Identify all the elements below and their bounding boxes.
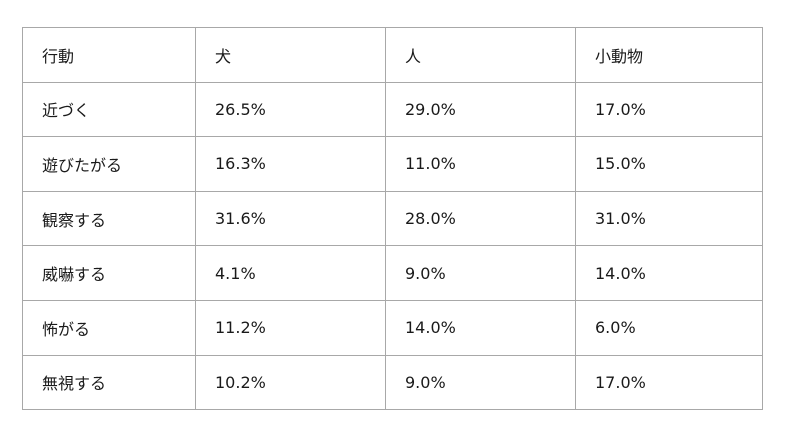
cell-behavior: 威嚇する: [22, 245, 196, 301]
cell-small-animal: 17.0%: [575, 81, 763, 138]
table-row: 無視する 10.2% 9.0% 17.0%: [22, 354, 763, 411]
cell-person: 11.0%: [385, 136, 576, 192]
cell-person: 14.0%: [385, 299, 576, 356]
cell-behavior: 怖がる: [22, 299, 196, 356]
cell-dog: 11.2%: [195, 299, 386, 356]
cell-behavior: 観察する: [22, 190, 196, 247]
cell-behavior: 近づく: [22, 81, 196, 138]
table-row: 遊びたがる 16.3% 11.0% 15.0%: [22, 136, 763, 192]
cell-small-animal: 15.0%: [575, 136, 763, 192]
column-header-small-animal: 小動物: [575, 27, 763, 83]
cell-dog: 26.5%: [195, 81, 386, 138]
column-header-dog: 犬: [195, 27, 386, 83]
table-row: 観察する 31.6% 28.0% 31.0%: [22, 190, 763, 247]
cell-small-animal: 14.0%: [575, 245, 763, 301]
cell-person: 9.0%: [385, 354, 576, 411]
cell-person: 9.0%: [385, 245, 576, 301]
cell-dog: 4.1%: [195, 245, 386, 301]
table-header-row: 行動 犬 人 小動物: [22, 27, 763, 83]
cell-dog: 31.6%: [195, 190, 386, 247]
behavior-table-container: 行動 犬 人 小動物 近づく 26.5% 29.0% 17.0% 遊びたがる 1…: [22, 27, 763, 411]
cell-small-animal: 31.0%: [575, 190, 763, 247]
cell-dog: 10.2%: [195, 354, 386, 411]
cell-behavior: 無視する: [22, 354, 196, 411]
cell-small-animal: 17.0%: [575, 354, 763, 411]
cell-person: 29.0%: [385, 81, 576, 138]
column-header-person: 人: [385, 27, 576, 83]
cell-behavior: 遊びたがる: [22, 136, 196, 192]
table-row: 近づく 26.5% 29.0% 17.0%: [22, 81, 763, 138]
cell-small-animal: 6.0%: [575, 299, 763, 356]
table-row: 怖がる 11.2% 14.0% 6.0%: [22, 299, 763, 356]
behavior-table: 行動 犬 人 小動物 近づく 26.5% 29.0% 17.0% 遊びたがる 1…: [22, 27, 763, 411]
cell-person: 28.0%: [385, 190, 576, 247]
column-header-behavior: 行動: [22, 27, 196, 83]
cell-dog: 16.3%: [195, 136, 386, 192]
table-row: 威嚇する 4.1% 9.0% 14.0%: [22, 245, 763, 301]
